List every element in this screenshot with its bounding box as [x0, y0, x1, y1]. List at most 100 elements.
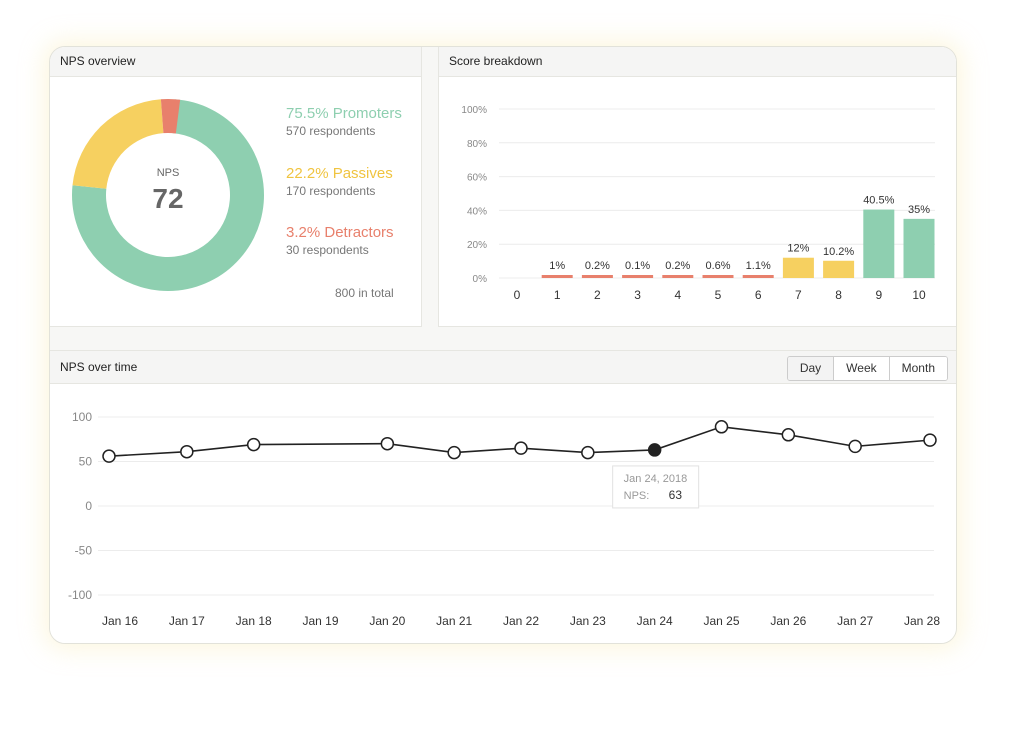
tooltip-label: NPS: [624, 490, 650, 502]
bar-score-5 [702, 275, 734, 278]
nps-label: NPS [156, 167, 180, 179]
line-point-jan-26 [781, 428, 796, 442]
bar-y-tick-label: 80% [467, 139, 487, 150]
bar-score-10 [903, 218, 935, 278]
bar-x-tick-label: 10 [912, 288, 926, 302]
bar-value-label: 0.2% [585, 260, 610, 272]
line-x-tick-label: Jan 24 [637, 614, 673, 628]
line-x-tick-label: Jan 16 [102, 614, 138, 628]
line-point-jan-23 [581, 445, 595, 460]
bar-y-tick-label: 40% [467, 206, 487, 217]
nps-overview-title: NPS overview [50, 47, 421, 77]
bar-x-tick-label: 0 [514, 288, 521, 302]
line-x-tick-label: Jan 26 [770, 614, 806, 628]
line-x-tick-label: Jan 19 [302, 614, 338, 628]
line-x-tick-label: Jan 25 [703, 614, 739, 628]
nps-donut-chart [71, 99, 265, 291]
toggle-day-button[interactable]: Day [787, 357, 835, 380]
line-x-tick-label: Jan 17 [169, 614, 205, 628]
legend-passives: 22.2% Passives 170 respondents [286, 165, 393, 198]
bar-x-tick-label: 8 [835, 288, 842, 302]
tooltip-date: Jan 24, 2018 [624, 473, 688, 485]
donut-slice-detractors [160, 99, 181, 134]
toggle-month-button[interactable]: Month [888, 357, 947, 380]
line-y-tick-label: 50 [79, 455, 93, 469]
nps-score: 72 [152, 183, 184, 214]
line-point-jan-28 [923, 433, 937, 447]
nps-line [108, 425, 931, 457]
score-breakdown-chart: 0%20%40%60%80%100%01%10.2%20.1%30.2%40.6… [461, 105, 935, 302]
line-point-jan-25 [714, 420, 729, 434]
line-point-jan-18 [246, 437, 261, 452]
legend-promoters: 75.5% Promoters 570 respondents [286, 105, 402, 138]
detractors-percent: 3.2% Detractors [286, 224, 394, 241]
bar-x-tick-label: 6 [755, 288, 762, 302]
line-point-jan-17 [180, 444, 194, 459]
line-x-tick-label: Jan 18 [236, 614, 272, 628]
bar-x-tick-label: 1 [554, 288, 561, 302]
promoters-count: 570 respondents [286, 124, 376, 138]
nps-overview-panel: NPS overview NPS 72 75.5% Promoters 570 … [50, 47, 422, 327]
detractors-count: 30 respondents [286, 243, 369, 257]
line-point-jan-20 [380, 436, 395, 451]
line-x-tick-label: Jan 27 [837, 614, 873, 628]
bar-y-tick-label: 100% [461, 105, 487, 116]
legend-detractors: 3.2% Detractors 30 respondents [286, 224, 394, 257]
line-point-jan-16 [102, 449, 116, 463]
toggle-week-button[interactable]: Week [833, 357, 889, 380]
line-point-jan-27 [848, 439, 862, 454]
bar-score-8 [823, 260, 855, 278]
bar-value-label: 40.5% [863, 195, 894, 207]
period-toggle: Day Week Month [786, 356, 948, 381]
bar-x-tick-label: 4 [674, 288, 681, 302]
line-point-jan-21 [447, 445, 461, 460]
bar-y-tick-label: 0% [473, 274, 488, 285]
total-respondents: 800 in total [335, 286, 394, 300]
line-point-jan-24 [647, 443, 662, 457]
line-x-tick-label: Jan 23 [570, 614, 606, 628]
line-x-tick-label: Jan 21 [436, 614, 472, 628]
nps-over-time-panel: NPS over time Day Week Month 100 50 0 -50 -1… [50, 350, 956, 643]
bar-y-tick-label: 60% [467, 173, 487, 184]
bar-score-7 [782, 257, 814, 278]
nps-line-chart: 100 50 0 -50 -100 Jan 16 Jan 17 Jan 18 Jan 19 Jan… [68, 410, 940, 628]
nps-over-time-title-text: NPS over time [60, 360, 138, 374]
bar-x-tick-label: 9 [875, 288, 882, 302]
promoters-percent: 75.5% Promoters [286, 105, 402, 122]
line-y-tick-label: 0 [85, 499, 92, 513]
line-tooltip: Jan 24, 2018 NPS: 63 [612, 465, 700, 509]
line-point-jan-22 [514, 441, 528, 455]
dashboard-card: NPS overview NPS 72 75.5% Promoters 570 … [49, 46, 957, 644]
bar-value-label: 12% [787, 243, 809, 255]
line-x-tick-label: Jan 22 [503, 614, 539, 628]
bar-value-label: 1% [549, 260, 565, 272]
donut-slice-passives [72, 99, 164, 189]
bar-score-3 [622, 275, 654, 278]
line-x-tick-label: Jan 28 [904, 614, 940, 628]
bar-value-label: 0.6% [705, 260, 730, 272]
bar-x-tick-label: 2 [594, 288, 601, 302]
bar-score-1 [541, 275, 573, 278]
passives-count: 170 respondents [286, 184, 376, 198]
tooltip-box [612, 465, 700, 509]
line-y-tick-label: -50 [75, 544, 93, 558]
bar-x-tick-label: 3 [634, 288, 641, 302]
line-y-tick-label: -100 [68, 588, 92, 602]
bar-x-tick-label: 5 [715, 288, 722, 302]
bar-value-label: 35% [908, 204, 930, 216]
score-breakdown-panel: Score breakdown 0% 20% 40% 60% 80% 100% 0 1% 1 0.… [438, 47, 956, 327]
line-x-tick-label: Jan 20 [369, 614, 405, 628]
bar-y-tick-label: 20% [467, 240, 487, 251]
bar-score-4 [662, 275, 694, 278]
tooltip-value: 63 [669, 488, 683, 502]
bar-value-label: 0.2% [665, 260, 690, 272]
bar-score-9 [863, 209, 895, 278]
score-breakdown-title: Score breakdown [439, 47, 956, 77]
bar-value-label: 0.1% [625, 260, 650, 272]
donut-slice-promoters [71, 99, 265, 291]
passives-percent: 22.2% Passives [286, 165, 393, 182]
bar-score-6 [742, 275, 774, 278]
bar-score-2 [581, 275, 613, 278]
line-y-tick-label: 100 [72, 410, 92, 424]
bar-value-label: 10.2% [823, 246, 854, 258]
